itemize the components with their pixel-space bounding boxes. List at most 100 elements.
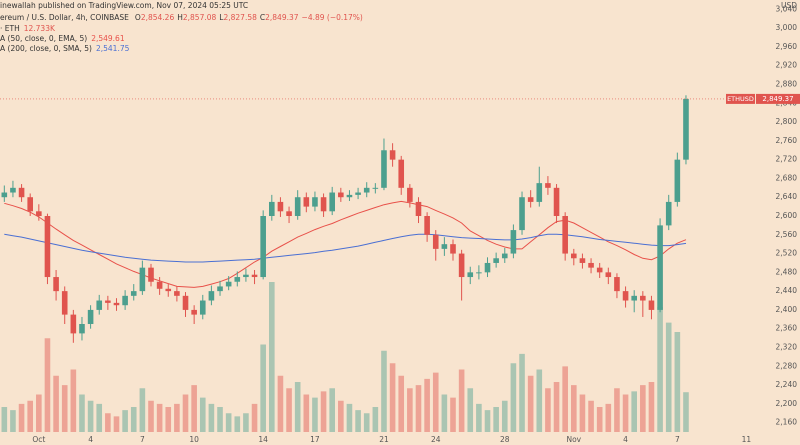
candle-body <box>139 267 146 292</box>
y-tick-label: 3,040 <box>776 4 798 13</box>
x-tick-label: 7 <box>140 435 145 444</box>
y-tick-label: 2,880 <box>776 80 798 89</box>
volume-bar <box>130 407 137 432</box>
candle-body <box>105 300 111 303</box>
candle-body <box>79 324 85 334</box>
volume-bar <box>441 394 448 432</box>
volume-bar <box>657 307 663 432</box>
volume-bar <box>191 385 197 432</box>
candle-body <box>484 262 491 273</box>
candle-body <box>96 300 103 310</box>
candle-body <box>683 98 689 160</box>
volume-bar <box>596 407 603 432</box>
volume-bar <box>415 385 422 432</box>
candle-body <box>174 291 180 296</box>
volume-bar <box>96 403 103 432</box>
volume-bar <box>424 378 430 432</box>
candle-body <box>243 274 249 278</box>
ohlc-key: O <box>135 13 141 22</box>
x-tick-label: 24 <box>431 435 441 444</box>
volume-name: · ETH <box>0 24 20 33</box>
currency: USD <box>781 1 797 10</box>
candle-body <box>640 295 646 301</box>
candle-body <box>536 183 543 202</box>
sma-legend: A (200, close, 0, SMA, 5) 2,541.75 <box>0 44 130 53</box>
volume-bar <box>389 363 396 432</box>
candle-body <box>553 187 560 216</box>
candle-body <box>1 192 8 198</box>
candle-body <box>303 197 310 207</box>
published-note: inewallah published on TradingView.com, … <box>0 1 248 10</box>
candle-body <box>260 216 266 278</box>
candle-body <box>467 272 474 278</box>
ohlc-value: 2,827.58 <box>223 13 257 22</box>
volume-bar <box>243 413 249 432</box>
candle-body <box>113 302 120 306</box>
candle-body <box>415 201 422 216</box>
ticker-label: ETHUSD <box>727 95 754 103</box>
candle-body <box>631 295 637 301</box>
volume-bar <box>269 282 275 432</box>
volume-bar <box>18 403 25 432</box>
volume-bar <box>648 382 655 432</box>
candle-body <box>191 309 197 315</box>
volume-bar <box>510 363 517 432</box>
volume-bar <box>614 388 620 432</box>
sma-name: A (200, close, 0, SMA, 5) <box>0 44 92 53</box>
candle-body <box>329 192 335 212</box>
candle-body <box>657 225 663 310</box>
candle-body <box>312 197 318 207</box>
ohlc-key: L <box>219 13 224 22</box>
candle-body <box>510 230 517 254</box>
candle-body <box>596 267 603 273</box>
candle-body <box>36 211 42 216</box>
x-tick-label: Oct <box>32 435 45 444</box>
candle-body <box>501 253 508 259</box>
candle-body <box>450 244 456 254</box>
candle-body <box>674 159 681 202</box>
candle-body <box>389 150 396 160</box>
volume-bar <box>27 400 33 432</box>
ohlc-key: H <box>177 13 183 22</box>
x-tick-label: 11 <box>742 435 752 444</box>
y-tick-label: 2,400 <box>776 305 798 314</box>
candle-body <box>156 281 163 289</box>
candle-body <box>562 216 568 254</box>
candle-body <box>519 197 525 231</box>
volume-bar <box>484 410 491 432</box>
volume-bar <box>156 403 163 432</box>
volume-bar <box>665 322 672 432</box>
candle-body <box>53 277 59 292</box>
volume-bar <box>277 375 284 432</box>
candle-body <box>269 201 275 216</box>
volume-bar <box>260 344 266 432</box>
volume-bar <box>467 388 474 432</box>
y-tick-label: 2,600 <box>776 211 798 220</box>
volume-bar <box>407 388 413 432</box>
x-tick-label: 28 <box>500 435 510 444</box>
candle-body <box>648 300 655 310</box>
volume-bar <box>61 385 68 432</box>
y-tick-label: 3,000 <box>776 23 798 32</box>
volume-bar <box>113 416 120 432</box>
x-tick-label: 10 <box>189 435 199 444</box>
candle-body <box>338 192 344 198</box>
volume-bar <box>251 403 258 432</box>
y-tick-label: 2,720 <box>776 155 798 164</box>
volume-bar <box>1 407 8 432</box>
candle-body <box>571 253 577 259</box>
candle-body <box>407 187 413 202</box>
candle-body <box>545 183 551 188</box>
candle-body <box>424 216 430 235</box>
candle-body <box>61 291 68 315</box>
volume-bar <box>182 394 189 432</box>
volume-bar <box>519 353 525 432</box>
volume-bar <box>355 410 361 432</box>
volume-bar <box>70 369 77 432</box>
candle-body <box>372 187 379 189</box>
volume-bar <box>640 385 646 432</box>
volume-bar <box>234 416 241 432</box>
candle-body <box>527 197 534 202</box>
volume-bar <box>217 407 223 432</box>
ohlc-value: 2,849.37 <box>265 13 299 22</box>
